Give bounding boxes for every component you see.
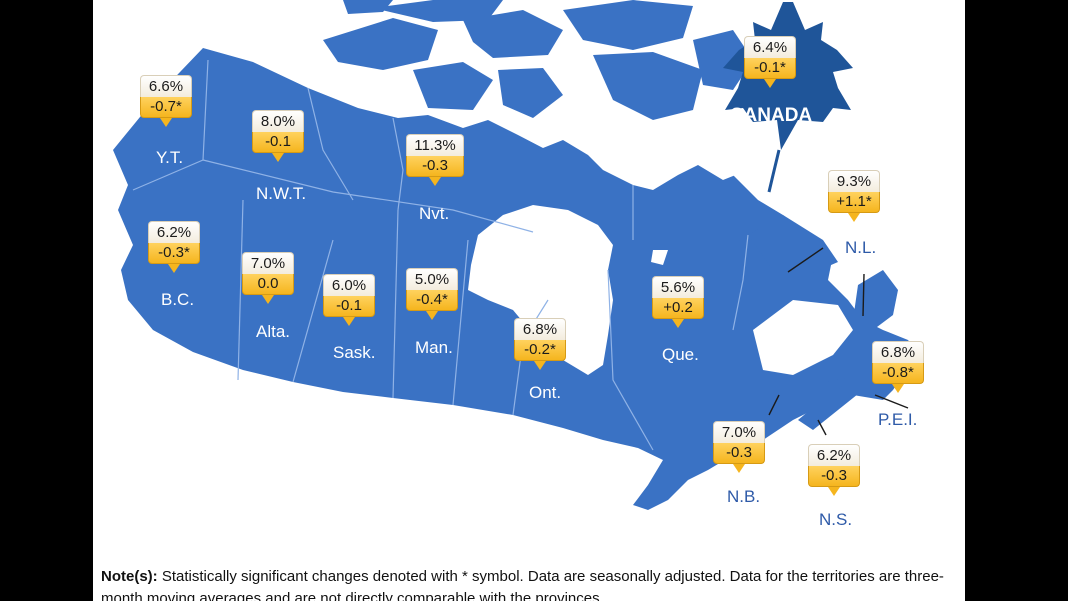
label-bc: B.C. — [161, 290, 195, 309]
footnote-heading: Note(s): — [101, 568, 158, 585]
callout-pei: 6.8% -0.8* — [872, 341, 924, 393]
change-bc: -0.3* — [148, 243, 200, 264]
callout-sask: 6.0% -0.1 — [323, 274, 375, 326]
change-ns: -0.3 — [808, 466, 860, 487]
map-frame: CANADA Y.T. N.W.T. Nvt. B.C. Alta. Sask.… — [93, 0, 965, 601]
footnote-text: Statistically significant changes denote… — [101, 568, 944, 601]
rate-pei: 6.8% — [872, 341, 924, 363]
change-nb: -0.3 — [713, 443, 765, 464]
newfoundland-island — [853, 270, 898, 330]
callout-nvt: 11.3% -0.3 — [406, 134, 464, 186]
change-que: +0.2 — [652, 298, 704, 319]
label-ont: Ont. — [529, 383, 562, 402]
callout-canada: 6.4% -0.1* — [744, 36, 796, 88]
canada-map: CANADA — [113, 0, 923, 510]
label-yt: Y.T. — [156, 148, 184, 167]
nova-scotia-shape — [798, 380, 863, 430]
change-nvt: -0.3 — [406, 156, 464, 177]
arctic-islands — [323, 0, 753, 120]
callout-bc: 6.2% -0.3* — [148, 221, 200, 273]
rate-nb: 7.0% — [713, 421, 765, 443]
change-canada: -0.1* — [744, 58, 796, 79]
change-alta: 0.0 — [242, 274, 294, 295]
callout-ont: 6.8% -0.2* — [514, 318, 566, 370]
rate-ont: 6.8% — [514, 318, 566, 340]
rate-alta: 7.0% — [242, 252, 294, 274]
rate-man: 5.0% — [406, 268, 458, 290]
footnote: Note(s): Statistically significant chang… — [101, 566, 961, 601]
leader-lines — [768, 247, 909, 436]
hudson-bay — [468, 205, 613, 375]
callout-alta: 7.0% 0.0 — [242, 252, 294, 304]
rate-bc: 6.2% — [148, 221, 200, 243]
change-ont: -0.2* — [514, 340, 566, 361]
callout-que: 5.6% +0.2 — [652, 276, 704, 328]
label-que: Que. — [662, 345, 699, 364]
label-sask: Sask. — [333, 343, 376, 362]
rate-yt: 6.6% — [140, 75, 192, 97]
rate-que: 5.6% — [652, 276, 704, 298]
change-nwt: -0.1 — [252, 132, 304, 153]
province-borders — [132, 59, 749, 451]
change-nl: +1.1* — [828, 192, 880, 213]
rate-nvt: 11.3% — [406, 134, 464, 156]
rate-sask: 6.0% — [323, 274, 375, 296]
label-nb: N.B. — [727, 487, 761, 506]
rate-canada: 6.4% — [744, 36, 796, 58]
label-man: Man. — [415, 338, 453, 357]
rate-ns: 6.2% — [808, 444, 860, 466]
change-man: -0.4* — [406, 290, 458, 311]
callout-yt: 6.6% -0.7* — [140, 75, 192, 127]
rate-nwt: 8.0% — [252, 110, 304, 132]
change-pei: -0.8* — [872, 363, 924, 384]
callout-nb: 7.0% -0.3 — [713, 421, 765, 473]
change-sask: -0.1 — [323, 296, 375, 317]
label-nwt: N.W.T. — [256, 184, 307, 203]
rate-nl: 9.3% — [828, 170, 880, 192]
callout-ns: 6.2% -0.3 — [808, 444, 860, 496]
label-nvt: Nvt. — [419, 204, 450, 223]
callout-nwt: 8.0% -0.1 — [252, 110, 304, 162]
label-alta: Alta. — [256, 322, 291, 341]
label-pei: P.E.I. — [878, 410, 918, 429]
label-ns: N.S. — [819, 510, 853, 529]
label-nl: N.L. — [845, 238, 877, 257]
change-yt: -0.7* — [140, 97, 192, 118]
national-label: CANADA — [730, 105, 813, 126]
callout-man: 5.0% -0.4* — [406, 268, 458, 320]
callout-nl: 9.3% +1.1* — [828, 170, 880, 222]
